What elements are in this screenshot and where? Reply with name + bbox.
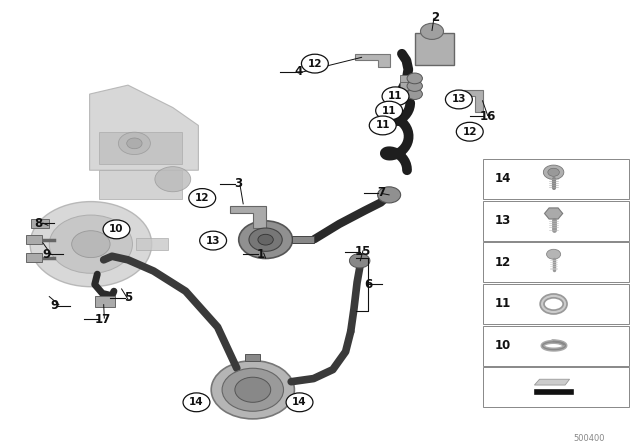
Circle shape xyxy=(127,138,142,149)
Circle shape xyxy=(369,116,396,135)
Circle shape xyxy=(349,254,370,268)
Bar xyxy=(400,90,416,98)
Text: 11: 11 xyxy=(382,106,396,116)
Circle shape xyxy=(376,101,403,120)
Bar xyxy=(483,367,629,407)
Polygon shape xyxy=(90,85,198,170)
Text: 17: 17 xyxy=(94,313,111,326)
Circle shape xyxy=(378,187,401,203)
Bar xyxy=(136,238,168,250)
Bar xyxy=(99,132,182,164)
Text: 15: 15 xyxy=(355,245,371,258)
Circle shape xyxy=(183,393,210,412)
Polygon shape xyxy=(355,54,390,67)
Circle shape xyxy=(407,81,422,91)
Text: 1: 1 xyxy=(257,248,265,261)
Circle shape xyxy=(258,234,273,245)
Circle shape xyxy=(200,231,227,250)
Text: 9: 9 xyxy=(43,248,51,261)
Text: 12: 12 xyxy=(495,256,511,269)
Text: 12: 12 xyxy=(308,59,322,69)
Text: 9: 9 xyxy=(51,299,58,312)
Bar xyxy=(245,354,260,361)
Text: 14: 14 xyxy=(292,397,307,407)
Text: 8: 8 xyxy=(35,216,42,230)
Circle shape xyxy=(118,132,150,155)
Bar xyxy=(483,159,629,199)
Polygon shape xyxy=(230,206,266,228)
Circle shape xyxy=(543,165,564,179)
Text: 11: 11 xyxy=(388,91,403,101)
Bar xyxy=(95,296,115,307)
Circle shape xyxy=(189,189,216,207)
Bar xyxy=(31,219,49,228)
Bar xyxy=(483,284,629,324)
Circle shape xyxy=(103,220,130,239)
Circle shape xyxy=(382,87,409,106)
Bar xyxy=(26,253,42,262)
Circle shape xyxy=(49,215,132,273)
Text: 2: 2 xyxy=(431,10,439,24)
Bar xyxy=(534,389,573,393)
Circle shape xyxy=(286,393,313,412)
Circle shape xyxy=(239,221,292,258)
Text: 14: 14 xyxy=(495,172,511,185)
Text: 12: 12 xyxy=(463,127,477,137)
Bar xyxy=(292,236,314,243)
Circle shape xyxy=(155,167,191,192)
Text: 7: 7 xyxy=(378,186,385,199)
Text: 10: 10 xyxy=(495,339,511,352)
Text: 10: 10 xyxy=(109,224,124,234)
Text: 13: 13 xyxy=(206,236,220,246)
Text: 16: 16 xyxy=(479,110,496,123)
Circle shape xyxy=(72,231,110,258)
Bar xyxy=(26,235,42,244)
Text: 11: 11 xyxy=(376,121,390,130)
Circle shape xyxy=(407,73,422,84)
Text: 6: 6 xyxy=(365,278,372,291)
Bar xyxy=(400,82,416,90)
Bar xyxy=(483,242,629,282)
Polygon shape xyxy=(460,90,483,112)
Circle shape xyxy=(222,368,284,411)
Circle shape xyxy=(456,122,483,141)
Circle shape xyxy=(301,54,328,73)
Circle shape xyxy=(249,228,282,251)
Bar xyxy=(99,170,182,199)
Circle shape xyxy=(548,168,559,176)
Text: 14: 14 xyxy=(189,397,204,407)
Bar xyxy=(400,75,416,82)
Circle shape xyxy=(420,23,444,39)
Text: 4: 4 xyxy=(294,65,302,78)
Circle shape xyxy=(407,89,422,99)
Bar xyxy=(483,326,629,366)
Text: 13: 13 xyxy=(452,95,466,104)
Text: 500400: 500400 xyxy=(573,434,605,443)
Circle shape xyxy=(235,377,271,402)
Circle shape xyxy=(30,202,152,287)
Text: 12: 12 xyxy=(195,193,209,203)
Text: 3: 3 xyxy=(234,177,242,190)
Circle shape xyxy=(547,249,561,259)
Circle shape xyxy=(211,361,294,419)
Text: 11: 11 xyxy=(495,297,511,310)
Text: 5: 5 xyxy=(124,291,132,305)
Bar xyxy=(415,33,454,65)
Polygon shape xyxy=(534,379,570,385)
Polygon shape xyxy=(545,208,563,219)
Circle shape xyxy=(445,90,472,109)
Bar xyxy=(483,201,629,241)
Text: 13: 13 xyxy=(495,214,511,227)
